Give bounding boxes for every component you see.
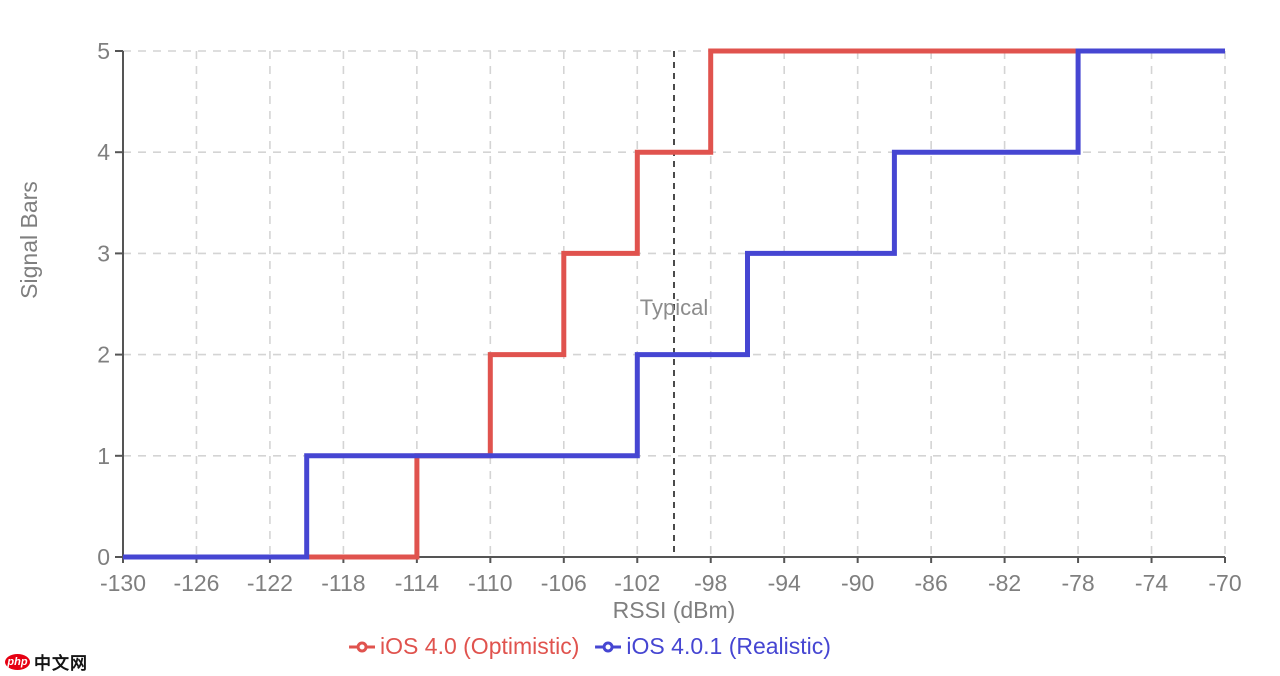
svg-text:-126: -126 bbox=[173, 570, 219, 596]
svg-text:-70: -70 bbox=[1208, 570, 1241, 596]
svg-text:1: 1 bbox=[97, 443, 110, 469]
y-axis-title: Signal Bars bbox=[16, 181, 42, 299]
php-logo-icon: php bbox=[5, 653, 30, 670]
svg-text:-86: -86 bbox=[915, 570, 948, 596]
svg-text:-82: -82 bbox=[988, 570, 1021, 596]
legend-item-ios-40: iOS 4.0 (Optimistic) bbox=[349, 633, 579, 660]
svg-text:-98: -98 bbox=[694, 570, 727, 596]
series-line-0 bbox=[123, 48, 1225, 560]
svg-text:5: 5 bbox=[97, 38, 110, 64]
svg-text:-122: -122 bbox=[247, 570, 293, 596]
svg-text:-102: -102 bbox=[614, 570, 660, 596]
svg-text:-118: -118 bbox=[321, 570, 365, 596]
svg-text:-94: -94 bbox=[768, 570, 801, 596]
svg-text:-78: -78 bbox=[1061, 570, 1094, 596]
x-tick-labels: -130 -126 -122 -118 -114 -110 -106 -102 -98 -94 -9… bbox=[100, 570, 1242, 596]
legend-label-ios-401: iOS 4.0.1 (Realistic) bbox=[626, 633, 831, 659]
svg-text:2: 2 bbox=[97, 342, 110, 368]
series-line-1 bbox=[123, 48, 1225, 560]
legend-label-ios-40: iOS 4.0 (Optimistic) bbox=[380, 633, 580, 659]
svg-text:0: 0 bbox=[97, 544, 110, 570]
watermark-text: 中文网 bbox=[34, 654, 88, 673]
legend-marker-ios-401 bbox=[595, 641, 622, 652]
svg-text:-114: -114 bbox=[395, 570, 440, 596]
typical-label: Typical bbox=[640, 295, 708, 320]
svg-text:-106: -106 bbox=[541, 570, 587, 596]
svg-text:-74: -74 bbox=[1135, 570, 1168, 596]
y-tick-labels: 0 1 2 3 4 5 bbox=[97, 38, 110, 570]
legend-marker-ios-40 bbox=[349, 641, 376, 652]
svg-text:4: 4 bbox=[97, 139, 110, 165]
x-axis-title: RSSI (dBm) bbox=[613, 597, 736, 623]
legend: iOS 4.0 (Optimistic) iOS 4.0.1 (Realisti… bbox=[349, 633, 831, 660]
svg-text:-90: -90 bbox=[841, 570, 874, 596]
svg-text:3: 3 bbox=[97, 240, 110, 266]
watermark-php-cn: php 中文网 bbox=[5, 649, 88, 674]
svg-text:-110: -110 bbox=[468, 570, 512, 596]
svg-text:-130: -130 bbox=[100, 570, 146, 596]
legend-item-ios-401: iOS 4.0.1 (Realistic) bbox=[595, 633, 831, 660]
